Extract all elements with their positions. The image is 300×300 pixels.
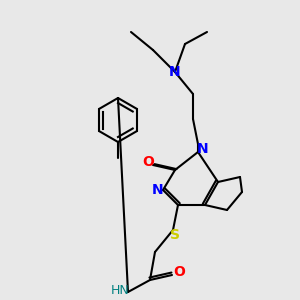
Text: S: S [170,228,180,242]
Text: N: N [197,142,209,156]
Text: N: N [152,183,164,197]
Text: O: O [142,155,154,169]
Text: HN: HN [111,284,129,296]
Text: O: O [173,265,185,279]
Text: N: N [169,65,181,79]
